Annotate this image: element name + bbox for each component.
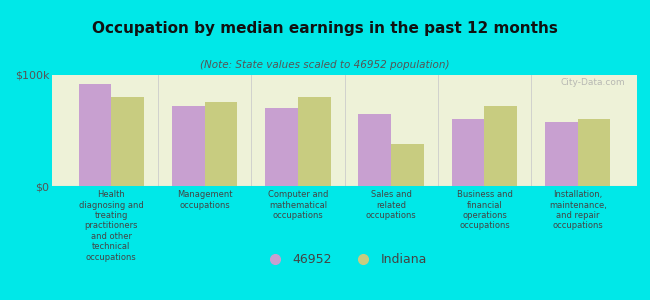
Bar xyxy=(172,106,205,186)
Bar xyxy=(205,102,237,186)
Bar xyxy=(391,144,424,186)
Text: (Note: State values scaled to 46952 population): (Note: State values scaled to 46952 popu… xyxy=(200,60,450,70)
Bar xyxy=(545,122,578,186)
Text: Occupation by median earnings in the past 12 months: Occupation by median earnings in the pas… xyxy=(92,21,558,36)
Bar xyxy=(484,106,517,186)
Bar xyxy=(298,97,330,186)
Legend: 46952, Indiana: 46952, Indiana xyxy=(262,253,427,266)
Bar xyxy=(452,119,484,186)
Bar xyxy=(265,108,298,186)
Text: City-Data.com: City-Data.com xyxy=(561,78,625,87)
Bar xyxy=(359,114,391,186)
Bar xyxy=(578,119,610,186)
Bar xyxy=(111,97,144,186)
Bar xyxy=(79,84,111,186)
